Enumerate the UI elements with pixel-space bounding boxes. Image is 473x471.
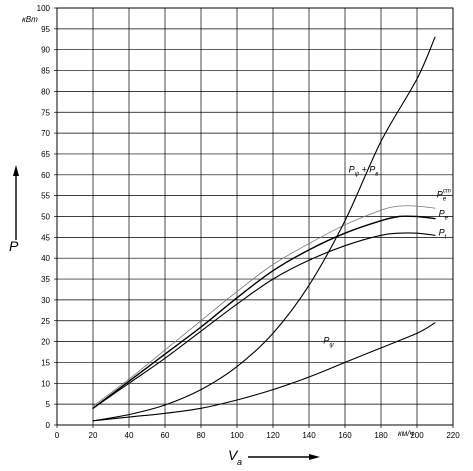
y-tick-label: 100: [37, 4, 51, 13]
x-tick-label: 60: [161, 431, 170, 440]
y-tick-label: 85: [41, 67, 50, 76]
y-tick-label: 5: [46, 400, 51, 409]
y-tick-label: 65: [41, 150, 50, 159]
x-tick-label: 80: [197, 431, 206, 440]
series-label-0: Pψ + Pв: [349, 165, 379, 178]
series-label-4-main: P: [323, 336, 329, 346]
series-label-0-mid: +: [359, 165, 369, 175]
series-label-0-sub2: в: [375, 172, 378, 178]
x-unit-label: км/ч: [398, 429, 414, 438]
series-label-2-main: P: [439, 209, 445, 219]
x-tick-label: 220: [446, 431, 460, 440]
tick-labels: 0 20 40 60 80 100 120 140 160 180 200 220 0 5 10 15 20 25…: [37, 4, 461, 440]
y-tick-label: 50: [41, 213, 50, 222]
series-label-2-sub: e: [445, 216, 449, 222]
series-label-1-sup: cm: [443, 189, 451, 195]
series-line-1: [92, 215, 436, 409]
x-tick-label: 20: [89, 431, 98, 440]
series-line-4: [92, 322, 436, 422]
series-label-3-main: P: [439, 227, 445, 237]
series-label-0-sub: ψ: [355, 172, 360, 178]
x-tick-label: 100: [230, 431, 244, 440]
x-tick-label: 140: [302, 431, 316, 440]
series-label-1: Pcm e: [437, 189, 451, 203]
series-label-1-sub: e: [443, 197, 447, 203]
series-label-3: Pt: [439, 227, 447, 240]
y-tick-label: 30: [41, 296, 50, 305]
series-line-3: [92, 36, 436, 422]
series-label-4-sub: ψ: [329, 343, 334, 349]
y-tick-label: 15: [41, 358, 50, 367]
y-tick-label: 95: [41, 25, 50, 34]
series-label-3-sub: t: [445, 234, 447, 240]
x-tick-label: 40: [125, 431, 134, 440]
series-lines: [92, 36, 436, 422]
y-tick-label: 60: [41, 171, 50, 180]
y-tick-label: 80: [41, 87, 50, 96]
series-line-2: [92, 232, 436, 409]
series-line-0: [92, 205, 436, 407]
series-label-4: Pψ: [323, 336, 334, 349]
x-tick-label: 180: [374, 431, 388, 440]
x-tick-label: 120: [266, 431, 280, 440]
series-label-2: Pe: [439, 209, 449, 222]
y-tick-label: 20: [41, 338, 50, 347]
x-arrow-head: [309, 454, 320, 460]
y-tick-label: 0: [46, 421, 51, 430]
x-axis-label: V: [228, 447, 239, 463]
series-label-1-main: P: [437, 190, 443, 200]
x-tick-label: 200: [410, 431, 424, 440]
x-tick-label: 0: [55, 431, 60, 440]
y-tick-label: 25: [41, 317, 50, 326]
y-tick-label: 70: [41, 129, 50, 138]
series-label-0-main: P: [349, 165, 355, 175]
x-axis-label-subscript: a: [237, 457, 242, 467]
y-tick-label: 90: [41, 46, 50, 55]
y-tick-label: 10: [41, 379, 50, 388]
series-label-0-main2: P: [369, 165, 375, 175]
y-tick-label: 75: [41, 108, 50, 117]
x-axis-title: V a: [228, 447, 320, 467]
grid: [54, 7, 454, 428]
y-tick-label: 45: [41, 233, 50, 242]
y-tick-label: 35: [41, 275, 50, 284]
y-unit-label: кВт: [22, 15, 38, 24]
y-axis-title: P: [9, 165, 19, 254]
plot-frame: [56, 7, 454, 426]
y-tick-label: 55: [41, 192, 50, 201]
y-arrow-head: [13, 165, 19, 176]
x-tick-label: 160: [338, 431, 352, 440]
y-tick-label: 40: [41, 254, 50, 263]
y-axis-label: P: [9, 238, 19, 254]
